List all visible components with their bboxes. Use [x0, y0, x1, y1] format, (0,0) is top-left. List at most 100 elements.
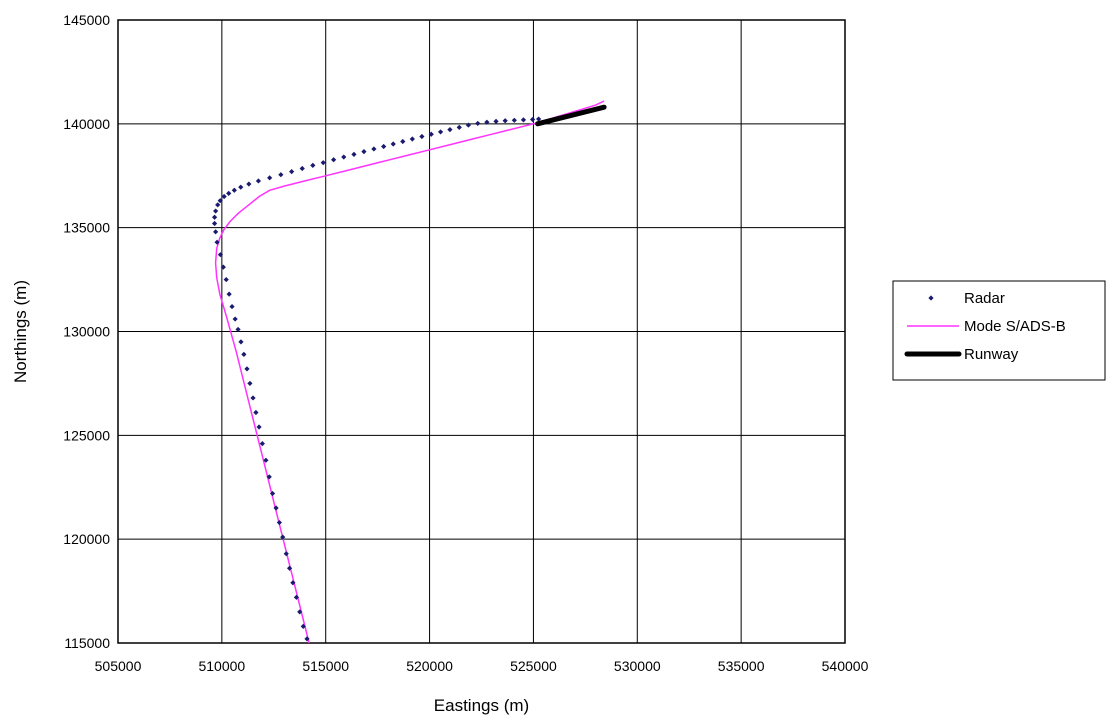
legend-label-mode-s: Mode S/ADS-B [964, 318, 1066, 335]
radar-point [299, 165, 305, 172]
y-tick-label: 135000 [63, 220, 110, 236]
legend-label-runway: Runway [964, 346, 1019, 363]
radar-point [300, 623, 306, 629]
radar-point [253, 409, 259, 416]
radar-point [213, 208, 219, 214]
legend-label-radar: Radar [964, 290, 1005, 307]
radar-point [502, 118, 508, 124]
radar-point [371, 146, 377, 152]
radar-point [400, 138, 406, 145]
radar-point [304, 636, 310, 642]
radar-point [250, 395, 256, 401]
radar-point [221, 193, 227, 200]
x-tick-label: 530000 [614, 658, 661, 674]
radar-point [229, 303, 235, 310]
radar-point [255, 178, 262, 184]
y-axis-title: Northings (m) [11, 280, 30, 383]
radar-point [409, 136, 415, 142]
radar-point [213, 229, 219, 235]
radar-point [211, 214, 218, 220]
radar-point [214, 239, 220, 245]
series-line-runway [535, 104, 607, 127]
radar-point [297, 609, 303, 615]
legend-item-mode-s: Mode S/ADS-B [907, 318, 1066, 335]
radar-point [493, 118, 499, 124]
x-tick-label: 510000 [198, 658, 245, 674]
radar-point [390, 141, 396, 147]
y-tick-labels: 115000 120000 125000 130000 135000 140000 1450… [63, 12, 110, 651]
radar-point [286, 565, 293, 571]
radar-point [226, 291, 232, 297]
radar-point [456, 124, 462, 130]
x-tick-label: 515000 [302, 658, 349, 674]
radar-point [278, 172, 284, 178]
radar-point [293, 594, 300, 600]
legend: Radar Mode S/ADS-B Runway [892, 280, 1106, 381]
radar-point [520, 117, 527, 123]
radar-point [529, 116, 536, 123]
radar-point [320, 160, 326, 166]
radar-point [238, 339, 244, 345]
x-tick-label: 525000 [510, 658, 557, 674]
x-tick-label: 540000 [822, 658, 869, 674]
radar-point [220, 264, 226, 270]
x-tick-label: 535000 [718, 658, 765, 674]
radar-point [256, 424, 262, 430]
radar-point [465, 122, 472, 128]
grid-layer [118, 20, 845, 643]
radar-point [289, 168, 295, 175]
radar-point [226, 190, 232, 197]
radar-point [263, 457, 269, 463]
legend-box [892, 280, 1106, 381]
legend-marker-radar [928, 295, 934, 301]
radar-point [341, 154, 347, 160]
radar-point [475, 120, 481, 127]
x-axis-title: Eastings (m) [434, 696, 529, 715]
radar-point [273, 505, 279, 511]
radar-point [447, 127, 453, 133]
radar-point [238, 184, 244, 190]
radar-point [428, 131, 434, 137]
y-tick-label: 140000 [63, 116, 110, 132]
radar-point [267, 175, 273, 181]
y-tick-label: 145000 [63, 12, 110, 28]
x-tick-labels: 505000 510000 515000 520000 525000 530000 5350… [95, 658, 869, 674]
y-tick-label: 115000 [64, 635, 110, 651]
radar-point [381, 143, 387, 150]
radar-point [223, 276, 229, 283]
radar-point [241, 351, 247, 357]
radar-point [310, 162, 316, 168]
radar-point [536, 116, 542, 122]
radar-point [217, 252, 224, 258]
x-tick-label: 505000 [95, 658, 142, 674]
radar-point [244, 366, 250, 372]
y-tick-label: 130000 [63, 324, 110, 340]
radar-point [259, 441, 265, 447]
radar-point [231, 187, 237, 193]
radar-point [280, 534, 286, 540]
radar-point [215, 202, 221, 208]
radar-point [511, 117, 517, 123]
radar-point [217, 198, 223, 204]
radar-point [419, 133, 425, 140]
series-layer [211, 100, 607, 644]
radar-point [269, 490, 276, 497]
radar-point [246, 181, 252, 187]
radar-point [266, 474, 272, 480]
radar-point [211, 220, 218, 227]
radar-point [437, 129, 444, 135]
radar-point [276, 519, 282, 526]
radar-point [361, 149, 367, 155]
radar-point [232, 316, 238, 322]
radar-point [351, 151, 357, 157]
radar-point [235, 326, 241, 333]
plot-area-border [117, 19, 846, 644]
radar-point [247, 380, 253, 387]
series-line-mode-s [214, 100, 605, 644]
radar-point [484, 119, 490, 125]
legend-item-radar: Radar [928, 290, 1005, 307]
radar-point [283, 551, 289, 557]
legend-items: Radar Mode S/ADS-B Runway [904, 290, 1066, 363]
